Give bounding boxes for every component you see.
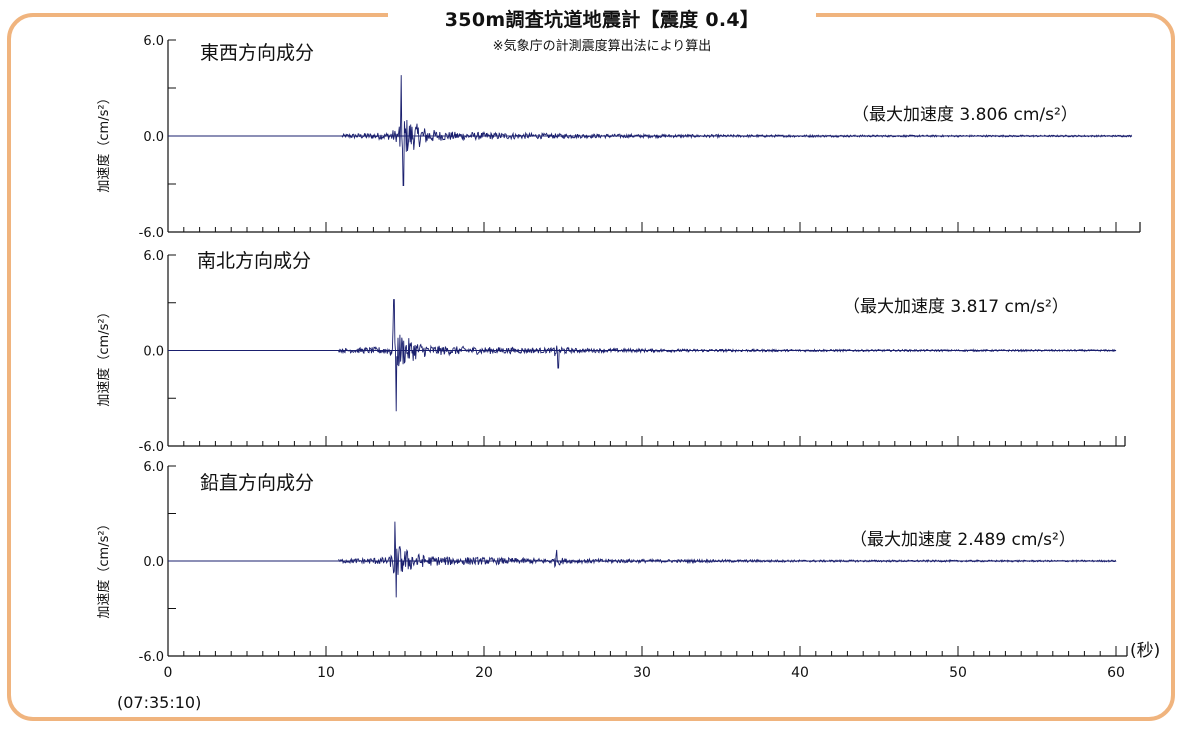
chart-subtitle: ※気象庁の計測震度算出法により算出 xyxy=(492,39,712,54)
panel-3: 6.0 0.0 -6.0 鉛直方向成分 （最大加速度 2.489 cm/s²） 加速度（c… xyxy=(96,460,1128,665)
panel-1: 6.0 0.0 -6.0 東西方向成分 （最大加速度 3.806 cm/s²） 加速度（c… xyxy=(96,34,1141,241)
y-tick-label: -6.0 xyxy=(139,650,164,665)
y-tick-label: 6.0 xyxy=(143,249,164,264)
y-tick-label: 6.0 xyxy=(143,34,164,49)
x-tick-label: 50 xyxy=(949,665,967,681)
component-title: 南北方向成分 xyxy=(197,250,311,272)
x-tick-label: 10 xyxy=(317,665,335,681)
y-axis-label: 加速度（cm/s²） xyxy=(96,305,112,406)
y-tick-label: 0.0 xyxy=(143,345,164,360)
y-axis-label: 加速度（cm/s²） xyxy=(96,517,112,618)
y-tick-label: -6.0 xyxy=(139,440,164,455)
y-tick-label: 6.0 xyxy=(143,460,164,475)
component-title: 東西方向成分 xyxy=(200,42,314,64)
waveform-trace xyxy=(338,299,1117,412)
x-tick-label: 30 xyxy=(633,665,651,681)
y-tick-label: 0.0 xyxy=(143,130,164,145)
x-tick-label: 0 xyxy=(164,665,173,681)
x-axis-unit-label: (秒) xyxy=(1130,641,1160,661)
y-axis-label: 加速度（cm/s²） xyxy=(96,91,112,192)
component-title: 鉛直方向成分 xyxy=(200,472,314,494)
start-time-label: (07:35:10) xyxy=(117,693,201,712)
peak-acceleration-label: （最大加速度 3.806 cm/s²） xyxy=(852,105,1078,125)
x-tick-label: 40 xyxy=(791,665,809,681)
x-tick-label: 20 xyxy=(475,665,493,681)
y-tick-label: 0.0 xyxy=(143,555,164,570)
chart-title: 350m調査坑道地震計【震度 0.4】 xyxy=(444,9,760,31)
waveform-trace xyxy=(341,75,1133,187)
peak-acceleration-label: （最大加速度 2.489 cm/s²） xyxy=(850,530,1076,550)
waveform-trace xyxy=(338,521,1117,598)
peak-acceleration-label: （最大加速度 3.817 cm/s²） xyxy=(843,297,1069,317)
panel-2: 6.0 0.0 -6.0 南北方向成分 （最大加速度 3.817 cm/s²） 加速度（c… xyxy=(96,249,1126,455)
x-axis-labels: 0 10 20 30 40 50 60 (秒) (07:35:10) xyxy=(117,641,1160,712)
y-tick-label: -6.0 xyxy=(139,226,164,241)
x-tick-label: 60 xyxy=(1107,665,1125,681)
title-background xyxy=(388,4,816,26)
